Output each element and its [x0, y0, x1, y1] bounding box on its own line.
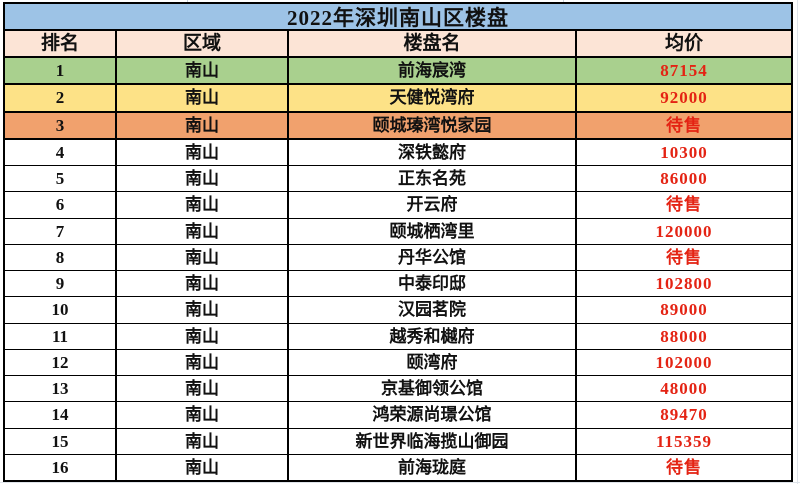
area-cell[interactable]: 南山 — [117, 192, 289, 218]
name-cell[interactable]: 天健悦湾府 — [289, 85, 577, 111]
table-body: 1 南山 前海宸湾 87154 2 南山 天健悦湾府 92000 3 南山 颐城… — [5, 58, 791, 480]
name-cell[interactable]: 越秀和樾府 — [289, 323, 577, 349]
table-row: 3 南山 颐城瑧湾悦家园 待售 — [5, 112, 791, 140]
price-cell[interactable]: 待售 — [666, 115, 702, 135]
table-row: 2 南山 天健悦湾府 92000 — [5, 85, 791, 113]
rank-cell[interactable]: 9 — [5, 271, 117, 297]
price-cell[interactable]: 待售 — [666, 457, 702, 477]
table-header-row: 排名 区域 楼盘名 均价 — [5, 31, 791, 58]
area-cell[interactable]: 南山 — [117, 402, 289, 428]
table-row: 4 南山 深铁懿府 10300 — [5, 139, 791, 166]
name-cell[interactable]: 颐城栖湾里 — [289, 218, 577, 244]
table-title[interactable]: 2022年深圳南山区楼盘 — [287, 5, 509, 30]
price-cell[interactable]: 待售 — [666, 247, 702, 267]
area-cell[interactable]: 南山 — [117, 166, 289, 192]
name-cell[interactable]: 颐城瑧湾悦家园 — [289, 112, 577, 138]
name-cell[interactable]: 汉园茗院 — [289, 297, 577, 323]
header-rank[interactable]: 排名 — [5, 31, 117, 56]
table-row: 15 南山 新世界临海揽山御园 115359 — [5, 428, 791, 455]
table-row: 16 南山 前海珑庭 待售 — [5, 454, 791, 480]
rank-cell[interactable]: 16 — [5, 454, 117, 480]
gridline — [187, 0, 188, 3]
price-cell[interactable]: 92000 — [660, 88, 708, 108]
listings-table: 2022年深圳南山区楼盘 排名 区域 楼盘名 均价 1 南山 前海宸湾 8715… — [3, 2, 793, 482]
rank-cell[interactable]: 12 — [5, 349, 117, 375]
rank-cell[interactable]: 8 — [5, 244, 117, 270]
rank-cell[interactable]: 3 — [5, 112, 117, 138]
price-cell[interactable]: 87154 — [660, 61, 708, 81]
table-row: 13 南山 京基御领公馆 48000 — [5, 376, 791, 403]
rank-cell[interactable]: 13 — [5, 376, 117, 402]
name-cell[interactable]: 前海宸湾 — [289, 58, 577, 84]
table-row: 6 南山 开云府 待售 — [5, 192, 791, 219]
gridline — [563, 0, 564, 3]
area-cell[interactable]: 南山 — [117, 349, 289, 375]
rank-cell[interactable]: 14 — [5, 402, 117, 428]
header-area[interactable]: 区域 — [117, 31, 289, 56]
name-cell[interactable]: 鸿荣源尚璟公馆 — [289, 402, 577, 428]
area-cell[interactable]: 南山 — [117, 323, 289, 349]
price-cell[interactable]: 102800 — [655, 274, 713, 294]
table-row: 1 南山 前海宸湾 87154 — [5, 58, 791, 86]
rank-cell[interactable]: 6 — [5, 192, 117, 218]
price-cell[interactable]: 48000 — [660, 379, 708, 399]
header-name[interactable]: 楼盘名 — [289, 31, 577, 56]
name-cell[interactable]: 深铁懿府 — [289, 139, 577, 165]
price-cell[interactable]: 120000 — [655, 221, 713, 241]
name-cell[interactable]: 正东名苑 — [289, 166, 577, 192]
name-cell[interactable]: 前海珑庭 — [289, 454, 577, 480]
gridline — [0, 482, 800, 483]
name-cell[interactable]: 丹华公馆 — [289, 244, 577, 270]
area-cell[interactable]: 南山 — [117, 428, 289, 454]
rank-cell[interactable]: 1 — [5, 58, 117, 84]
rank-cell[interactable]: 10 — [5, 297, 117, 323]
header-price[interactable]: 均价 — [664, 33, 703, 54]
area-cell[interactable]: 南山 — [117, 58, 289, 84]
table-title-row: 2022年深圳南山区楼盘 — [5, 4, 791, 31]
area-cell[interactable]: 南山 — [117, 297, 289, 323]
gridline — [797, 0, 798, 484]
area-cell[interactable]: 南山 — [117, 376, 289, 402]
price-cell[interactable]: 86000 — [660, 169, 708, 189]
name-cell[interactable]: 新世界临海揽山御园 — [289, 428, 577, 454]
table-row: 10 南山 汉园茗院 89000 — [5, 297, 791, 324]
rank-cell[interactable]: 4 — [5, 139, 117, 165]
name-cell[interactable]: 开云府 — [289, 192, 577, 218]
name-cell[interactable]: 中泰印邸 — [289, 271, 577, 297]
rank-cell[interactable]: 15 — [5, 428, 117, 454]
name-cell[interactable]: 颐湾府 — [289, 349, 577, 375]
name-cell[interactable]: 京基御领公馆 — [289, 376, 577, 402]
price-cell[interactable]: 89470 — [660, 405, 708, 425]
area-cell[interactable]: 南山 — [117, 244, 289, 270]
table-row: 14 南山 鸿荣源尚璟公馆 89470 — [5, 402, 791, 429]
price-cell[interactable]: 102000 — [655, 352, 713, 372]
rank-cell[interactable]: 5 — [5, 166, 117, 192]
price-cell[interactable]: 10300 — [660, 142, 708, 162]
table-row: 5 南山 正东名苑 86000 — [5, 166, 791, 193]
rank-cell[interactable]: 7 — [5, 218, 117, 244]
area-cell[interactable]: 南山 — [117, 454, 289, 480]
price-cell[interactable]: 89000 — [660, 300, 708, 320]
area-cell[interactable]: 南山 — [117, 139, 289, 165]
rank-cell[interactable]: 11 — [5, 323, 117, 349]
table-row: 12 南山 颐湾府 102000 — [5, 349, 791, 376]
price-cell[interactable]: 88000 — [660, 326, 708, 346]
price-cell[interactable]: 待售 — [666, 195, 702, 215]
area-cell[interactable]: 南山 — [117, 85, 289, 111]
table-row: 7 南山 颐城栖湾里 120000 — [5, 218, 791, 245]
table-row: 11 南山 越秀和樾府 88000 — [5, 323, 791, 350]
price-cell[interactable]: 115359 — [655, 431, 713, 451]
table-row: 9 南山 中泰印邸 102800 — [5, 271, 791, 298]
area-cell[interactable]: 南山 — [117, 112, 289, 138]
rank-cell[interactable]: 2 — [5, 85, 117, 111]
area-cell[interactable]: 南山 — [117, 218, 289, 244]
table-row: 8 南山 丹华公馆 待售 — [5, 244, 791, 271]
area-cell[interactable]: 南山 — [117, 271, 289, 297]
